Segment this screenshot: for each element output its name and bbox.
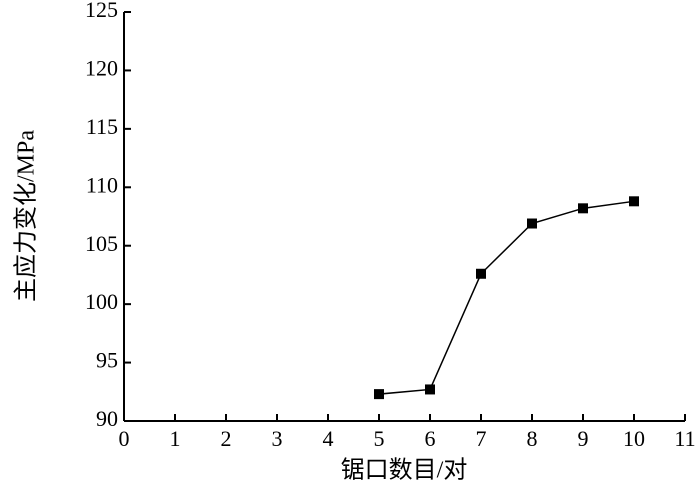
point bbox=[425, 384, 435, 395]
y-tick-label: 125 bbox=[85, 0, 118, 22]
point bbox=[629, 196, 639, 207]
x-tick-label: 7 bbox=[476, 426, 487, 451]
y-tick-label: 90 bbox=[96, 406, 118, 431]
x-tick-label: 1 bbox=[170, 426, 181, 451]
point bbox=[476, 268, 486, 279]
y-axis-title: 主应力变化/MPa bbox=[13, 130, 40, 302]
x-tick-label: 6 bbox=[425, 426, 436, 451]
x-tick-label: 8 bbox=[527, 426, 538, 451]
y-tick-label: 105 bbox=[85, 231, 118, 256]
x-tick-label: 0 bbox=[119, 426, 130, 451]
point bbox=[578, 203, 588, 214]
x-tick-label: 5 bbox=[374, 426, 385, 451]
x-tick-label: 4 bbox=[323, 426, 334, 451]
x-tick-label: 3 bbox=[272, 426, 283, 451]
point bbox=[527, 218, 537, 229]
x-tick-label: 2 bbox=[221, 426, 232, 451]
x-tick-label: 9 bbox=[578, 426, 589, 451]
x-tick-label: 11 bbox=[674, 426, 695, 451]
y-tick-label: 115 bbox=[86, 114, 118, 139]
y-tick-label: 120 bbox=[85, 55, 118, 80]
x-tick-label: 10 bbox=[623, 426, 645, 451]
y-tick-label: 110 bbox=[86, 172, 118, 197]
point bbox=[374, 389, 384, 400]
series-line bbox=[378, 200, 635, 395]
x-axis-title: 锯口数目/对 bbox=[341, 457, 468, 484]
y-tick-label: 100 bbox=[85, 289, 118, 314]
y-tick-label: 95 bbox=[96, 348, 118, 373]
